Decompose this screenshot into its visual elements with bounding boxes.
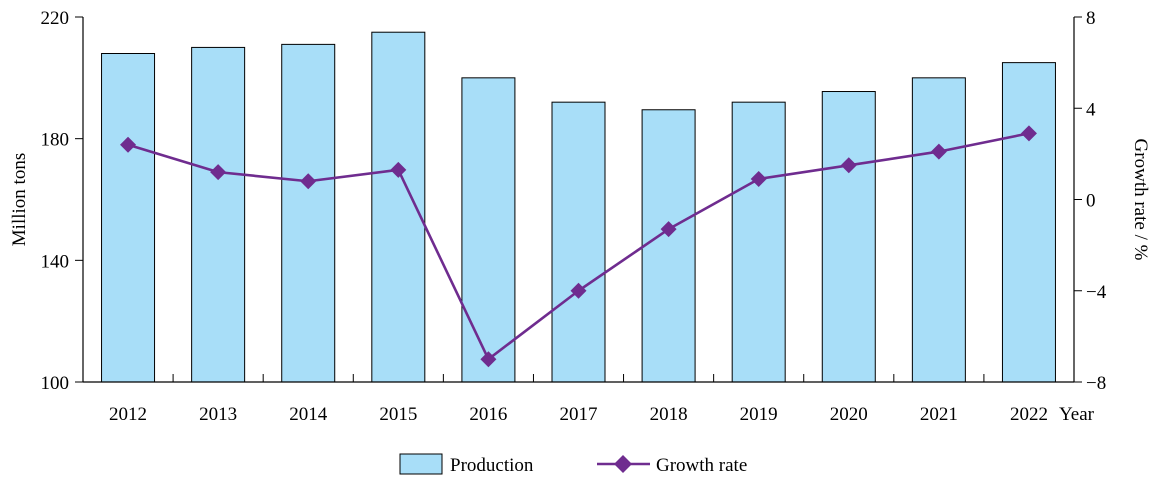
bar-2012: [101, 53, 156, 383]
y-tick-label-right-4: 4: [1086, 99, 1096, 120]
growth-point-2017: [570, 282, 587, 299]
x-tick-label-2016: 2016: [469, 404, 507, 425]
y-tick-label-left-100: 100: [41, 373, 70, 394]
legend-growth-swatch-marker: [614, 455, 632, 473]
bar-2020: [821, 91, 876, 383]
growth-point-2022: [1020, 125, 1037, 142]
legend-production-swatch: [399, 453, 443, 475]
x-tick-label-2013: 2013: [199, 404, 237, 425]
y-axis-title-left: Million tons: [9, 153, 30, 246]
y-tick-label-left-180: 180: [41, 130, 70, 151]
x-tick-label-2015: 2015: [379, 404, 417, 425]
y-tick-label-right-0: 0: [1086, 191, 1096, 212]
y-axis-title-right: Growth rate / %: [1130, 139, 1151, 261]
x-tick-label-2019: 2019: [740, 404, 778, 425]
growth-point-2012: [120, 136, 137, 153]
y-tick-label-right--4: −4: [1086, 282, 1107, 303]
x-tick-label-2014: 2014: [289, 404, 328, 425]
growth-point-2020: [840, 157, 857, 174]
growth-point-2019: [750, 170, 767, 187]
x-tick-label-2020: 2020: [830, 404, 868, 425]
x-tick-label-2012: 2012: [109, 404, 147, 425]
growth-line-layer: [120, 125, 1037, 368]
legend-production-label: Production: [450, 455, 534, 476]
y-tick-label-left-220: 220: [41, 8, 70, 29]
x-tick-label-2018: 2018: [650, 404, 688, 425]
growth-point-2015: [390, 161, 407, 178]
x-tick-label-2021: 2021: [920, 404, 958, 425]
x-tick-label-2022: 2022: [1010, 404, 1048, 425]
bar-2022: [1001, 62, 1056, 383]
x-tick-label-2017: 2017: [560, 404, 598, 425]
growth-point-2021: [930, 143, 947, 160]
bar-2014: [281, 43, 336, 383]
bars-layer: [101, 31, 1056, 383]
growth-point-2014: [300, 173, 317, 190]
bar-2017: [551, 101, 606, 383]
x-unit-label: Year: [1059, 404, 1095, 425]
growth-point-2016: [480, 351, 497, 368]
bar-2021: [911, 77, 966, 383]
growth-point-2013: [210, 164, 227, 181]
y-tick-label-right--8: −8: [1086, 373, 1106, 394]
ticks-layer: 100 140 180 220 −8 −4 0 4 8 2012 2013 2014 2015 2016 2…: [41, 8, 1107, 425]
y-tick-label-left-140: 140: [41, 251, 70, 272]
bar-2018: [641, 109, 696, 383]
growth-point-2018: [660, 221, 677, 238]
legend: Production Growth rate: [399, 453, 747, 476]
bar-2019: [731, 101, 786, 383]
bar-2013: [191, 46, 246, 383]
legend-growth-label: Growth rate: [656, 455, 747, 476]
y-tick-label-right-8: 8: [1086, 8, 1096, 29]
bar-2016: [461, 77, 516, 383]
